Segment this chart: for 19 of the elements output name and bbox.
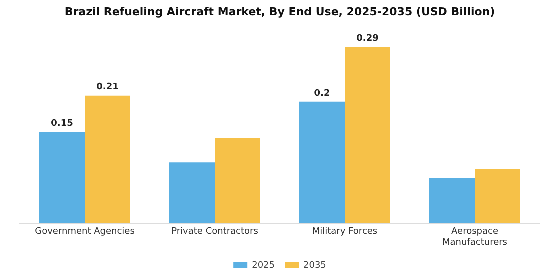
chart-title: Brazil Refueling Aircraft Market, By End Use, 2025-2035 (USD Billion) bbox=[64, 5, 496, 18]
legend-label: 2035 bbox=[304, 260, 326, 271]
x-tick-label: Private Contractors bbox=[172, 227, 259, 238]
x-tick-label: Government Agencies bbox=[35, 227, 136, 238]
bar bbox=[475, 169, 520, 224]
data-label: 0.2 bbox=[314, 88, 330, 99]
bar bbox=[170, 162, 215, 224]
legend-label: 2025 bbox=[252, 260, 275, 271]
data-label: 0.15 bbox=[51, 119, 74, 130]
bar bbox=[215, 138, 260, 224]
data-label: 0.21 bbox=[96, 82, 119, 93]
bar bbox=[430, 178, 475, 224]
x-tick-label: Aerospace Manufacturers bbox=[442, 227, 508, 248]
x-tick-label: Military Forces bbox=[312, 227, 378, 238]
bar bbox=[85, 96, 130, 224]
bar bbox=[345, 47, 390, 224]
bar bbox=[40, 132, 85, 224]
bar bbox=[300, 102, 345, 224]
data-label: 0.29 bbox=[356, 34, 379, 44]
